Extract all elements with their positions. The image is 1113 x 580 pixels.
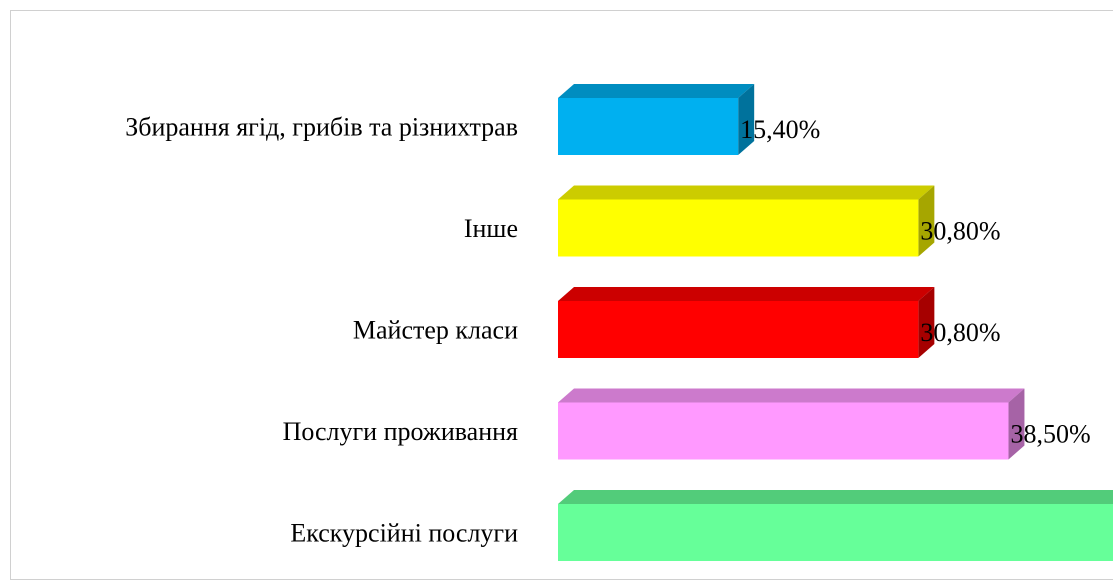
category-label-2: Інше <box>464 214 518 243</box>
bar-3-top-face <box>558 287 935 301</box>
category-label-3: Майстер класи <box>353 316 518 345</box>
bar-1-top-face <box>558 84 755 98</box>
bar-1 <box>558 84 755 155</box>
category-label-4: Послуги проживання <box>283 417 518 446</box>
bar-2-top-face <box>558 185 935 200</box>
value-label-1: 15,40% <box>740 115 820 144</box>
bar-5-top-face <box>558 490 1113 504</box>
bar-4 <box>558 388 1025 460</box>
bar-3 <box>558 287 935 358</box>
bar-1-side-face <box>738 84 755 155</box>
bar-1-front-face <box>558 98 739 155</box>
bar-5 <box>558 490 1113 561</box>
bar-3-side-face <box>918 287 935 358</box>
bar-5-front-face <box>558 504 1113 561</box>
value-label-3: 30,80% <box>920 318 1000 347</box>
value-label-4: 38,50% <box>1010 420 1090 449</box>
category-label-5: Екскурсійні послуги <box>290 519 518 548</box>
category-label-1: Збирання ягід, грибів та різнихтрав <box>125 113 518 142</box>
bar-2 <box>558 185 935 257</box>
bar-3-front-face <box>558 301 919 358</box>
bar-4-side-face <box>1008 388 1025 460</box>
bar-chart: Збирання ягід, грибів та різнихтрав 15,40… <box>125 84 1113 561</box>
bar-4-front-face <box>558 402 1009 460</box>
bar-4-top-face <box>558 388 1025 403</box>
bar-2-front-face <box>558 199 919 257</box>
bar-2-side-face <box>918 185 935 257</box>
value-label-2: 30,80% <box>920 217 1000 246</box>
